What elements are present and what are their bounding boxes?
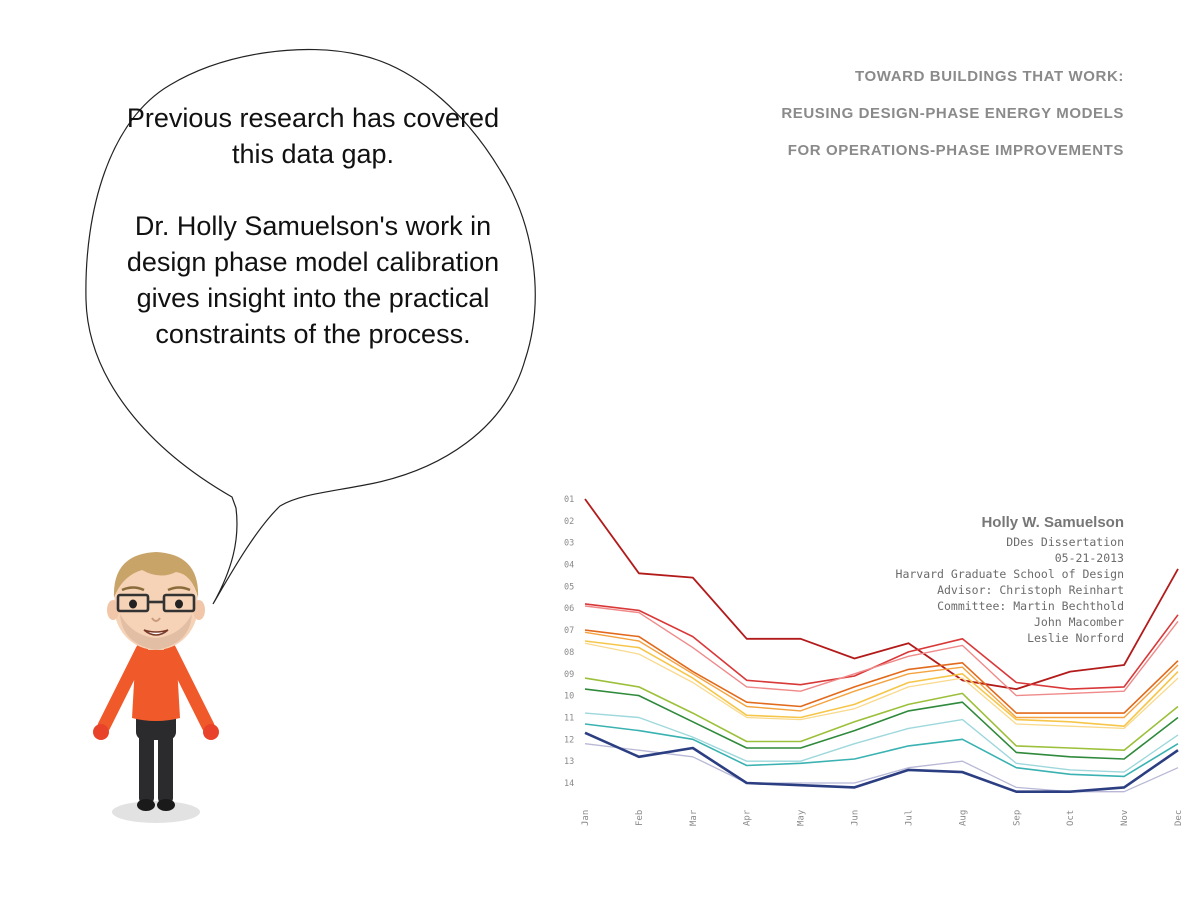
y-tick-label: 12 [564, 735, 574, 745]
avatar-right-ear [193, 600, 205, 620]
avatar-character [93, 552, 219, 823]
avatar-shadow [112, 801, 200, 823]
y-tick-label: 13 [564, 757, 574, 767]
y-tick-label: 01 [564, 495, 574, 505]
avatar-nose [151, 617, 161, 622]
x-tick-label: Nov [1120, 810, 1130, 826]
x-tick-label: Aug [958, 810, 968, 826]
advisor-label: Advisor: Christoph Reinhart [937, 583, 1124, 597]
x-tick-label: Sep [1012, 810, 1022, 826]
avatar-hair [113, 552, 199, 598]
committee-label-3: Leslie Norford [1027, 631, 1124, 645]
speech-bubble-text: Previous research has covered this data … [118, 100, 508, 352]
x-tick-label: Apr [743, 809, 753, 826]
avatar-beard [120, 614, 192, 650]
y-tick-label: 03 [564, 539, 574, 549]
avatar-left-brow [121, 586, 145, 592]
avatar-right-leg [158, 722, 173, 804]
y-tick-label: 07 [564, 626, 574, 636]
author-block: Holly W. Samuelson DDes Dissertation 05-… [896, 512, 1124, 646]
speech-bubble [85, 48, 536, 605]
x-tick-label: Dec [1174, 810, 1184, 826]
x-tick-label: May [797, 809, 807, 826]
cover-title-line-1: TOWARD BUILDINGS THAT WORK: [855, 68, 1124, 85]
series-line-10 [584, 712, 1179, 773]
series-line-2 [584, 603, 1179, 690]
series-line-5 [584, 631, 1179, 719]
series-line-13 [584, 731, 1179, 794]
speech-bubble-outline [85, 48, 536, 605]
avatar-left-shoe [137, 799, 155, 811]
speech-paragraph-2: Dr. Holly Samuelson's work in design pha… [126, 211, 500, 349]
x-tick-label: Jul [904, 810, 914, 826]
x-tick-label: Mar [689, 809, 699, 826]
y-tick-label: 04 [564, 561, 574, 571]
y-tick-label: 06 [564, 604, 574, 614]
avatar-right-hand [203, 724, 219, 740]
y-tick-label: 11 [564, 713, 574, 723]
series-line-1 [584, 498, 1179, 691]
cover-title-line-2: REUSING DESIGN-PHASE ENERGY MODELS [781, 105, 1124, 122]
x-tick-label: Jan [581, 810, 591, 826]
speech-paragraph-1: Previous research has covered this data … [126, 103, 500, 169]
avatar-left-ear [107, 600, 119, 620]
avatar-left-eye [129, 599, 137, 609]
y-axis-ticks: 01 02 03 04 05 06 07 08 09 10 11 12 13 14 [564, 495, 574, 789]
x-tick-label: Jun [851, 810, 861, 826]
y-tick-label: 08 [564, 648, 574, 658]
series-line-8 [584, 677, 1179, 752]
chart-series [584, 498, 1179, 794]
series-line-7 [584, 642, 1179, 730]
line-chart: 01 02 03 04 05 06 07 08 09 10 11 12 13 14 Jan Feb Mar Ap… [564, 495, 1184, 826]
avatar-right-brow [167, 586, 191, 592]
x-axis-ticks: Jan Feb Mar Apr May Jun Jul Aug Sep Oct Nov Dec [581, 809, 1184, 826]
cover-title: TOWARD BUILDINGS THAT WORK: REUSING DESI… [781, 66, 1124, 177]
y-tick-label: 05 [564, 582, 574, 592]
series-line-9 [584, 688, 1179, 760]
avatar-right-eye [175, 599, 183, 609]
date-label: 05-21-2013 [1054, 551, 1124, 565]
avatar-head [114, 562, 198, 650]
avatar-left-hand [93, 724, 109, 740]
degree-label: DDes Dissertation [1006, 535, 1124, 549]
x-tick-label: Feb [635, 810, 645, 826]
avatar-torso [132, 644, 180, 721]
school-label: Harvard Graduate School of Design [895, 567, 1124, 581]
y-tick-label: 09 [564, 670, 574, 680]
series-line-3 [584, 605, 1179, 697]
author-name: Holly W. Samuelson [981, 514, 1124, 531]
y-tick-label: 02 [564, 517, 574, 527]
committee-label-1: Committee: Martin Bechthold [937, 599, 1124, 613]
series-line-6 [584, 640, 1179, 727]
y-tick-label: 14 [564, 779, 574, 789]
y-tick-label: 10 [564, 692, 574, 702]
x-tick-label: Oct [1066, 810, 1076, 826]
avatar-right-shoe [157, 799, 175, 811]
series-line-4 [584, 629, 1179, 714]
committee-label-2: John Macomber [1033, 615, 1124, 629]
cover-title-line-3: FOR OPERATIONS-PHASE IMPROVEMENTS [787, 142, 1124, 159]
avatar-left-leg [139, 722, 154, 804]
avatar-mouth [143, 629, 169, 636]
series-line-11 [584, 723, 1179, 778]
